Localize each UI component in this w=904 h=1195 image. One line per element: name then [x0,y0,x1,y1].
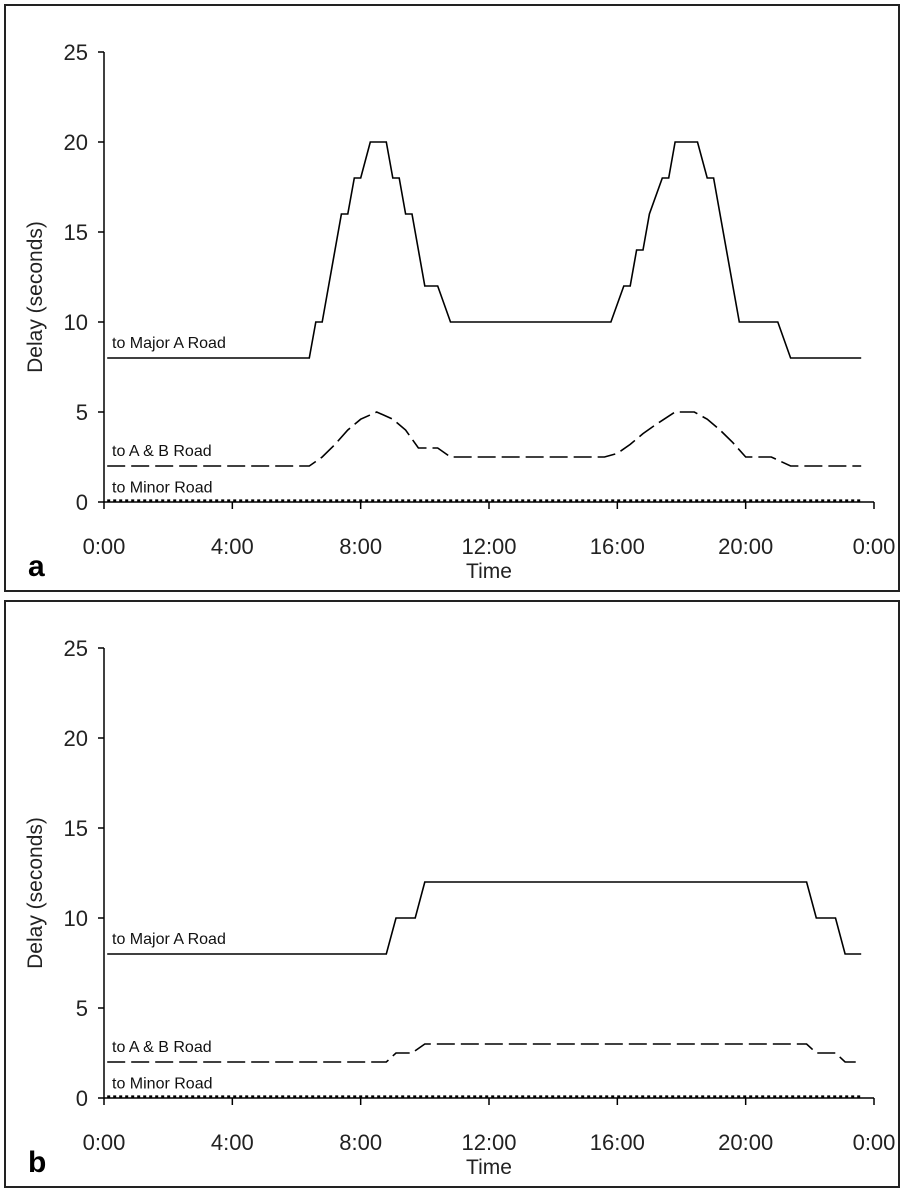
x-tick-label: 0:00 [853,534,896,559]
y-tick-label: 20 [64,130,88,155]
x-tick-label: 4:00 [211,534,254,559]
x-tick-label: 0:00 [853,1130,896,1155]
x-tick-label: 8:00 [339,1130,382,1155]
chart-a: 0 5 10 15 20 25 0:00 4:00 8:00 12:00 16:00 20:00 0:0… [24,40,896,583]
x-tick-label: 16:00 [590,1130,645,1155]
series-line-to-major-a-road [107,881,862,955]
x-axis-label: Time [466,560,512,583]
y-axis-label: Delay (seconds) [24,817,47,969]
series-line-to-major-a-road [107,141,862,359]
y-tick-label: 5 [76,400,88,425]
series-line-to-a-b-road [107,1043,862,1063]
chart-b: 0 5 10 15 20 25 0:00 4:00 8:00 12:00 16:00 20:00 0:0… [24,636,896,1179]
x-tick-label: 12:00 [461,534,516,559]
y-tick-label: 15 [64,816,88,841]
series-annotation: to A & B Road [112,1039,212,1056]
series-annotation: to Major A Road [112,931,226,948]
chart-panel-a: 0 5 10 15 20 25 0:00 4:00 8:00 12:00 16:00 20:00 0:0… [4,4,900,592]
panel-label: a [28,550,45,583]
x-tick-label: 20:00 [718,534,773,559]
x-tick-label: 12:00 [461,1130,516,1155]
series-annotation: to Major A Road [112,335,226,352]
series-annotation: to Minor Road [112,480,213,497]
chart-panel-b: 0 5 10 15 20 25 0:00 4:00 8:00 12:00 16:00 20:00 0:0… [4,600,900,1188]
series-annotation: to Minor Road [112,1076,213,1093]
x-tick-label: 0:00 [83,1130,126,1155]
y-tick-label: 5 [76,996,88,1021]
y-tick-label: 10 [64,310,88,335]
x-tick-label: 4:00 [211,1130,254,1155]
x-tick-label: 16:00 [590,534,645,559]
y-tick-label: 10 [64,906,88,931]
y-tick-label: 0 [76,1086,88,1111]
x-tick-label: 20:00 [718,1130,773,1155]
y-axis-label: Delay (seconds) [24,221,47,373]
series-line-to-a-b-road [107,411,862,467]
y-tick-label: 0 [76,490,88,515]
x-tick-label: 8:00 [339,534,382,559]
series-annotation: to A & B Road [112,443,212,460]
y-tick-label: 25 [64,636,88,661]
panel-label: b [28,1146,46,1179]
y-tick-label: 25 [64,40,88,65]
x-axis-label: Time [466,1156,512,1179]
y-tick-label: 20 [64,726,88,751]
y-tick-label: 15 [64,220,88,245]
x-tick-label: 0:00 [83,534,126,559]
